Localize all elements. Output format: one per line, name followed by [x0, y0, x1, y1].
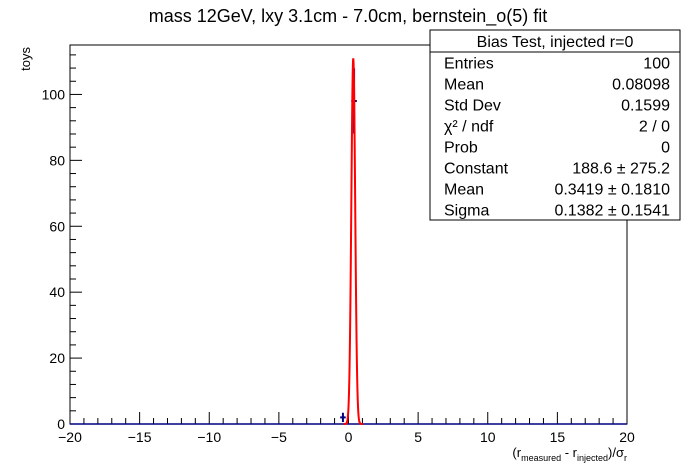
- y-tick-label: 20: [49, 350, 65, 366]
- x-label-open: (r: [512, 445, 521, 460]
- x-tick-label: −20: [58, 429, 82, 445]
- stats-row-value: 2 / 0: [639, 119, 670, 136]
- y-tick-label: 0: [57, 416, 65, 432]
- x-label-sub-measured: measured: [521, 453, 561, 463]
- x-tick-label: 10: [480, 429, 496, 445]
- x-label-close: )/σ: [608, 445, 624, 460]
- stats-row-label: Mean: [444, 77, 484, 94]
- gaussian-fit-curve: [343, 58, 363, 425]
- stats-row-value: 188.6 ± 275.2: [572, 161, 670, 178]
- stats-box: Bias Test, injected r=0 Entries 100 Mean 0.…: [429, 29, 681, 221]
- stats-row-label: Constant: [444, 161, 509, 178]
- x-tick-label: 15: [550, 429, 566, 445]
- y-axis: 0 20 40 60 80 100: [42, 54, 82, 432]
- stats-row-label: χ² / ndf: [444, 119, 494, 136]
- y-axis-label: toys: [18, 47, 33, 71]
- y-tick-label: 100: [42, 86, 66, 102]
- stats-row-label: Prob: [444, 140, 478, 157]
- stats-title: Bias Test, injected r=0: [477, 34, 634, 51]
- x-axis-label: (rmeasured - rinjected)/σr: [512, 445, 627, 463]
- x-tick-label: −5: [271, 429, 287, 445]
- x-label-sub-r: r: [624, 453, 627, 463]
- x-tick-label: 0: [345, 429, 353, 445]
- y-tick-label: 40: [49, 284, 65, 300]
- x-tick-label: 20: [619, 429, 635, 445]
- stats-row-value: 0.1382 ± 0.1541: [554, 203, 670, 220]
- y-tick-label: 80: [49, 152, 65, 168]
- stats-row-label: Mean: [444, 182, 484, 199]
- stats-row-label: Sigma: [444, 203, 489, 220]
- stats-row-value: 0.08098: [612, 77, 670, 94]
- stats-row-value: 0.3419 ± 0.1810: [554, 182, 670, 199]
- fit-series: [343, 58, 363, 425]
- stats-row-label: Std Dev: [444, 98, 501, 115]
- stats-row-value: 0.1599: [621, 98, 670, 115]
- stats-row-label: Entries: [444, 56, 494, 73]
- stats-row-value: 100: [643, 56, 670, 73]
- chart-title: mass 12GeV, lxy 3.1cm - 7.0cm, bernstein…: [149, 6, 548, 27]
- x-label-sub-injected: injected: [577, 453, 608, 463]
- x-tick-label: 5: [414, 429, 422, 445]
- y-tick-label: 60: [49, 218, 65, 234]
- stats-row-value: 0: [661, 140, 670, 157]
- x-tick-label: −10: [197, 429, 221, 445]
- stats-box-border: [429, 29, 681, 221]
- x-label-mid: - r: [561, 445, 578, 460]
- x-tick-label: −15: [128, 429, 152, 445]
- x-axis: −20 −15 −10 −5 0 5 10 15 20: [58, 412, 635, 445]
